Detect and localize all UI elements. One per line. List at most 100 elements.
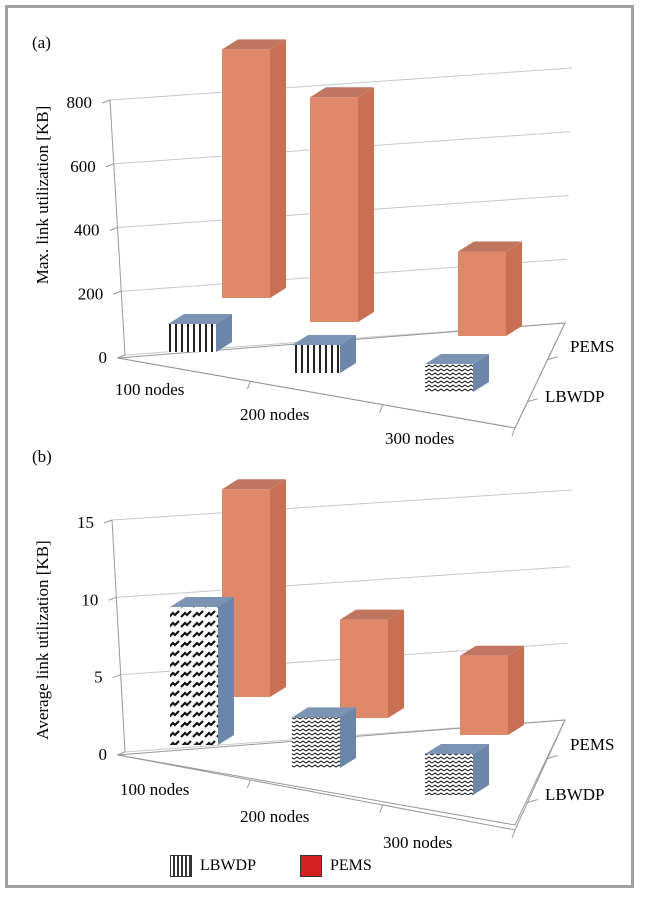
y-tick-label: 15 — [77, 513, 94, 532]
legend-item-pems: PEMS — [300, 855, 372, 877]
bar-front — [425, 754, 473, 795]
bar-pems — [460, 645, 524, 735]
y-axis-line — [111, 519, 126, 753]
chart-legend: LBWDP PEMS — [170, 855, 416, 877]
y-tick-mark — [101, 99, 111, 104]
x-tick-label: 300 nodes — [383, 833, 452, 852]
gridline — [116, 566, 570, 598]
y-tick-label: 5 — [94, 668, 103, 687]
bar-lbwdp — [170, 596, 234, 745]
gridline — [109, 67, 573, 101]
legend-label-lbwdp: LBWDP — [200, 857, 256, 874]
gridline — [111, 489, 573, 521]
x-tick-mark — [511, 427, 516, 437]
series-axis-label: LBWDP — [545, 785, 605, 804]
x-tick-label: 100 nodes — [120, 780, 189, 799]
bar-side — [473, 354, 489, 392]
depth-axis-line — [514, 322, 566, 429]
y-axis-title: Max. link utilization [KB] — [33, 106, 52, 284]
x-tick-label: 300 nodes — [385, 429, 454, 448]
depth-axis-line — [514, 719, 566, 831]
bar-pems — [222, 479, 286, 697]
x-tick-label: 200 nodes — [240, 405, 309, 424]
x-tick-mark — [379, 804, 384, 814]
series-axis-label: LBWDP — [545, 387, 605, 406]
bar-top — [458, 241, 522, 252]
chart-panel-a: (a) Max. link utilization [KB] 0 200 400 600 8… — [32, 33, 614, 448]
legend-swatch-pems — [300, 855, 322, 877]
panel-label: (b) — [32, 447, 52, 466]
bar-top — [292, 335, 356, 345]
depth-tick-mark — [527, 398, 538, 403]
bar-pems — [222, 39, 286, 298]
bar-lbwdp — [168, 314, 232, 352]
bar-side — [340, 335, 356, 373]
bar-side — [340, 707, 356, 768]
legend-item-lbwdp: LBWDP — [170, 855, 256, 877]
bar-top — [425, 354, 489, 364]
y-tick-mark — [103, 519, 113, 524]
bar-top — [340, 609, 404, 620]
bar-front — [292, 345, 340, 373]
panel-label: (a) — [32, 33, 51, 52]
bar-top — [222, 479, 286, 490]
bar-top — [222, 39, 286, 50]
bar-front — [340, 619, 388, 718]
bar-side — [506, 241, 522, 336]
bar-front — [292, 717, 340, 768]
bar-lbwdp — [292, 335, 356, 373]
x-axis-line — [117, 754, 516, 831]
series-axis-label: PEMS — [570, 735, 614, 754]
y-tick-label: 10 — [81, 590, 98, 609]
y-tick-label: 0 — [99, 745, 108, 764]
bar-front — [460, 655, 508, 735]
bar-pems — [340, 609, 404, 718]
x-tick-label: 100 nodes — [115, 380, 184, 399]
y-axis-line — [109, 99, 126, 356]
x-tick-mark — [379, 404, 384, 413]
bar-front — [222, 49, 270, 298]
series-axis-label: PEMS — [570, 337, 614, 356]
bar-side — [216, 314, 232, 352]
bar-top — [310, 87, 374, 98]
chart-panel-b: (b) Average link utilization [KB] 0 5 10 15 10… — [32, 447, 614, 852]
bar-lbwdp — [292, 707, 356, 768]
y-tick-label: 200 — [78, 284, 104, 303]
y-tick-label: 400 — [74, 221, 100, 240]
bar-front — [458, 251, 506, 336]
x-tick-mark — [246, 779, 251, 789]
depth-tick-mark — [547, 356, 558, 361]
bar-side — [358, 87, 374, 322]
bar-side — [473, 744, 489, 795]
y-tick-mark — [105, 163, 114, 168]
x-tick-mark — [246, 381, 251, 390]
y-tick-label: 600 — [70, 157, 96, 176]
y-tick-mark — [109, 227, 118, 231]
x-tick-mark — [511, 829, 516, 839]
legend-swatch-lbwdp — [170, 855, 192, 877]
bar-side — [218, 596, 234, 745]
bar-top — [292, 707, 356, 718]
bar-top — [168, 314, 232, 324]
y-tick-mark — [112, 674, 121, 679]
depth-tick-mark — [547, 755, 558, 759]
bar-side — [270, 39, 286, 298]
bar-side — [388, 609, 404, 718]
y-tick-label: 800 — [67, 93, 93, 112]
bar-front — [425, 364, 473, 392]
bar-top — [425, 744, 489, 754]
x-axis-line — [117, 357, 516, 429]
y-axis-title: Average link utilization [KB] — [33, 540, 52, 739]
bar-side — [508, 645, 524, 735]
bar-top — [170, 596, 234, 607]
depth-tick-mark — [527, 799, 538, 803]
x-tick-label: 200 nodes — [240, 807, 309, 826]
bar-front — [310, 97, 358, 322]
bar-pems — [310, 87, 374, 322]
bar-lbwdp — [425, 744, 489, 795]
bar-pems — [458, 241, 522, 336]
bar-front — [168, 324, 216, 352]
legend-label-pems: PEMS — [330, 857, 372, 874]
bar-side — [270, 479, 286, 697]
